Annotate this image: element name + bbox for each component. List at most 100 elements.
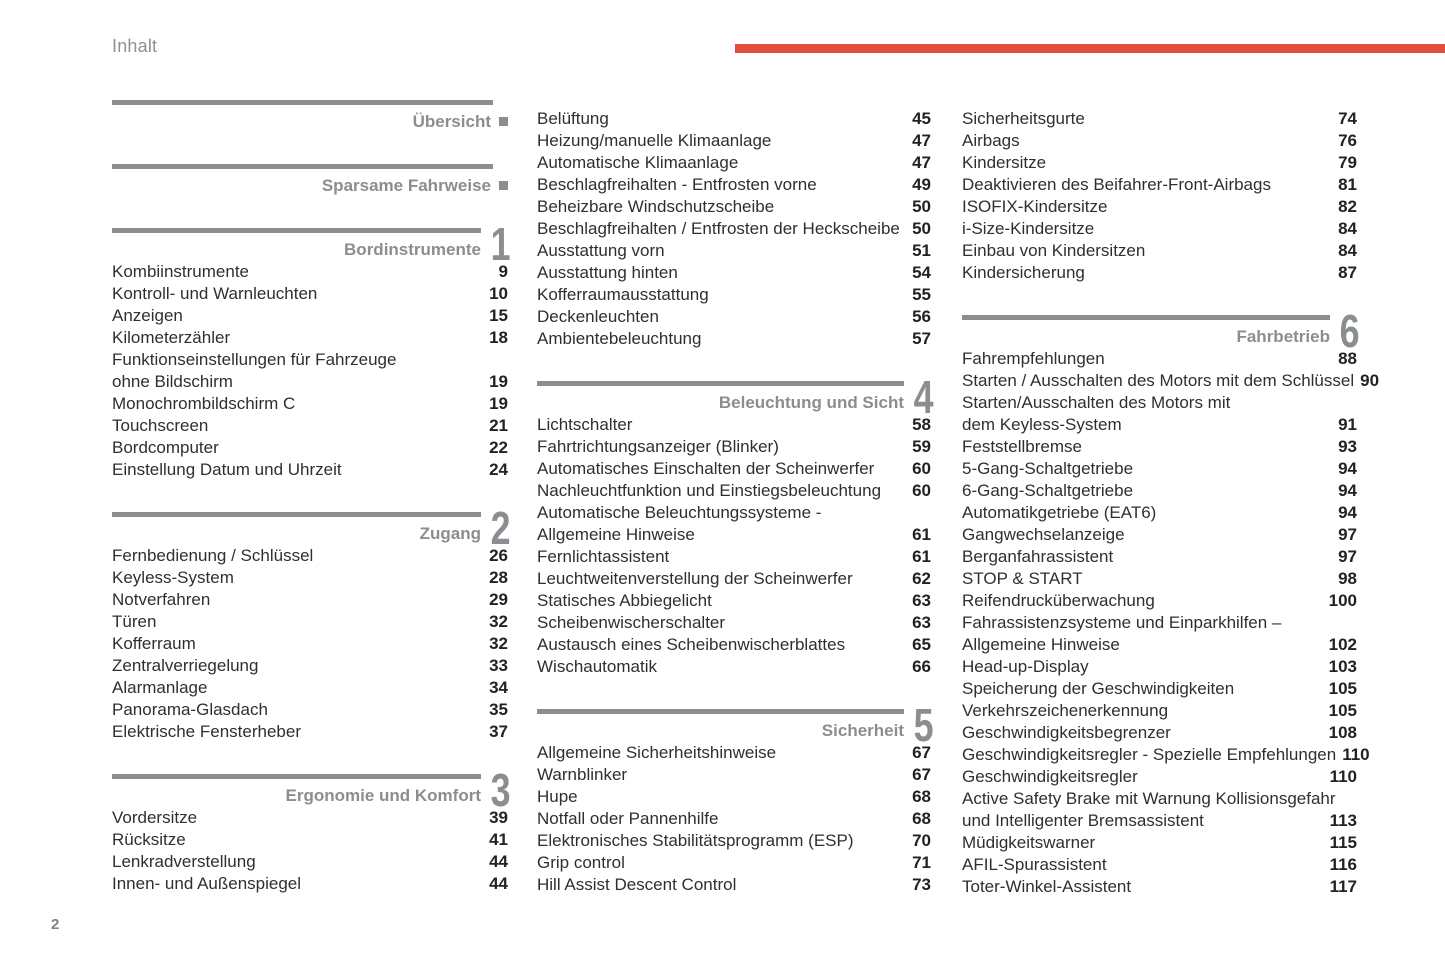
- toc-entry-label: Berganfahrassistent: [962, 547, 1114, 566]
- toc-entry-label: Elektrische Fensterheber: [112, 722, 301, 741]
- toc-entry: Funktionseinstellungen für Fahrzeuge: [112, 349, 508, 371]
- toc-entry: Verkehrszeichenerkennung 105: [962, 700, 1357, 722]
- toc-entry-label: Head-up-Display: [962, 657, 1089, 676]
- toc-entry: Deaktivieren des Beifahrer-Front-Airbags…: [962, 174, 1357, 196]
- section-title: Bordinstrumente: [344, 240, 481, 259]
- toc-entry-label: Lenkradverstellung: [112, 852, 256, 871]
- toc-entry-label: Belüftung: [537, 109, 609, 128]
- toc-entry-label: Ausstattung vorn: [537, 241, 665, 260]
- toc-entry: Wischautomatik 66: [537, 656, 931, 678]
- section-header: Sparsame Fahrweise: [112, 164, 508, 197]
- section-number: 5: [914, 699, 934, 751]
- section-divider-bar: [112, 164, 493, 169]
- toc-section: Bordinstrumente 1 Kombiinstrumente 9 Kontrol…: [112, 221, 511, 481]
- toc-entry: Allgemeine Sicherheitshinweise 67: [537, 742, 931, 764]
- toc-entry-label: Austausch eines Scheibenwischerblattes: [537, 635, 846, 654]
- toc-entry: Lichtschalter 58: [537, 414, 931, 436]
- toc-entry: Kilometerzähler 18: [112, 327, 508, 349]
- toc-entry-label: Leuchtweitenverstellung der Scheinwerfer: [537, 569, 853, 588]
- toc-entry-label: Notverfahren: [112, 590, 211, 609]
- toc-entry-label: Grip control: [537, 853, 625, 872]
- toc-entry: Austausch eines Scheibenwischerblattes 65: [537, 634, 931, 656]
- toc-entry-label: i-Size-Kindersitze: [962, 219, 1095, 238]
- toc-entry: Deckenleuchten 56: [537, 306, 931, 328]
- toc-entry-page: 73: [912, 875, 931, 894]
- toc-entry-label: Panorama-Glasdach: [112, 700, 268, 719]
- toc-entry-page: 113: [1329, 811, 1357, 830]
- toc-entry-page: 68: [912, 787, 931, 806]
- section-divider-bar: [112, 512, 481, 517]
- toc-entry-label: Deckenleuchten: [537, 307, 659, 326]
- toc-column-2: Belüftung 45 Heizung/manuelle Klimaanlage 4…: [537, 0, 934, 927]
- toc-entry-label: Vordersitze: [112, 808, 198, 827]
- toc-entry: Fahrtrichtungsanzeiger (Blinker) 59: [537, 436, 931, 458]
- toc-entry: ISOFIX-Kindersitze 82: [962, 196, 1357, 218]
- toc-entry-page: 19: [489, 394, 508, 413]
- toc-entry-page: 22: [489, 438, 508, 457]
- toc-entry-label: dem Keyless-System: [962, 415, 1122, 434]
- toc-entry-label: Warnblinker: [537, 765, 628, 784]
- section-header: Übersicht: [112, 100, 508, 133]
- toc-entry: i-Size-Kindersitze 84: [962, 218, 1357, 240]
- toc-column-3: Sicherheitsgurte 74 Airbags 76 Kindersitze 79…: [962, 0, 1379, 929]
- toc-entry: Beschlagfreihalten - Entfrosten vorne 49: [537, 174, 931, 196]
- toc-section: Beleuchtung und Sicht 4 Lichtschalter 58 Fah…: [537, 374, 934, 678]
- toc-entry-label: Beschlagfreihalten / Entfrosten der Heck…: [537, 219, 900, 238]
- toc-entry-label: Hill Assist Descent Control: [537, 875, 737, 894]
- toc-entry-page: 105: [1328, 679, 1357, 698]
- toc-entry-label: Kombiinstrumente: [112, 262, 250, 281]
- toc-entry: Ausstattung hinten 54: [537, 262, 931, 284]
- toc-entry-page: 29: [489, 590, 508, 609]
- section-title: Sicherheit: [821, 721, 904, 740]
- toc-entry-page: 10: [489, 284, 508, 303]
- toc-section: Zugang 2 Fernbedienung / Schlüssel 26 Keyles…: [112, 505, 511, 743]
- toc-entry-label: Alarmanlage: [112, 678, 208, 697]
- toc-entry-label: Anzeigen: [112, 306, 183, 325]
- toc-entry-label: Müdigkeitswarner: [962, 833, 1096, 852]
- toc-entry-page: 67: [912, 743, 931, 762]
- toc-entry-page: 71: [912, 853, 931, 872]
- toc-entry-page: 67: [912, 765, 931, 784]
- toc-entry-label: Automatikgetriebe (EAT6): [962, 503, 1157, 522]
- toc-entry: Ambientebeleuchtung 57: [537, 328, 931, 350]
- toc-entry-label: Active Safety Brake mit Warnung Kollisio…: [962, 789, 1336, 808]
- toc-entry: Heizung/manuelle Klimaanlage 47: [537, 130, 931, 152]
- toc-entry: Warnblinker 67: [537, 764, 931, 786]
- toc-entry-label: Kilometerzähler: [112, 328, 231, 347]
- toc-entry-label: ISOFIX-Kindersitze: [962, 197, 1108, 216]
- toc-section: Sicherheit 5 Allgemeine Sicherheitshinweis…: [537, 702, 934, 896]
- toc-entry-page: 35: [489, 700, 508, 719]
- toc-entry: Allgemeine Hinweise 61: [537, 524, 931, 546]
- toc-entry: Kofferraumausstattung 55: [537, 284, 931, 306]
- toc-entry-label: Feststellbremse: [962, 437, 1082, 456]
- page-title: Inhalt: [112, 36, 158, 56]
- toc-entry: Geschwindigkeitsregler - Spezielle Empfe…: [962, 744, 1370, 766]
- toc-entry-page: 47: [912, 131, 931, 150]
- toc-entry-label: Beheizbare Windschutzscheibe: [537, 197, 775, 216]
- toc-entry-page: 28: [489, 568, 508, 587]
- toc-entry-page: 84: [1338, 241, 1357, 260]
- toc-entry-page: 61: [912, 547, 931, 566]
- toc-entry-label: Verkehrszeichenerkennung: [962, 701, 1169, 720]
- toc-entry-page: 19: [489, 372, 508, 391]
- toc-entry: Allgemeine Hinweise 102: [962, 634, 1357, 656]
- toc-entry-page: 60: [912, 459, 931, 478]
- toc-entry: Fahrassistenzsysteme und Einparkhilfen –: [962, 612, 1357, 634]
- toc-section: Sicherheitsgurte 74 Airbags 76 Kindersitze 79…: [962, 108, 1357, 284]
- toc-entry-page: 18: [489, 328, 508, 347]
- toc-entry: Belüftung 45: [537, 108, 931, 130]
- toc-entry: Bordcomputer 22: [112, 437, 508, 459]
- toc-entry-page: 21: [489, 416, 508, 435]
- toc-entry: Panorama-Glasdach 35: [112, 699, 508, 721]
- toc-entry-page: 82: [1338, 197, 1357, 216]
- toc-entry-label: Geschwindigkeitsregler: [962, 767, 1138, 786]
- toc-entry-label: 5-Gang-Schaltgetriebe: [962, 459, 1134, 478]
- toc-entry-label: Türen: [112, 612, 157, 631]
- toc-entry-page: 60: [912, 481, 931, 500]
- toc-entry-label: Reifendrucküberwachung: [962, 591, 1155, 610]
- section-divider-bar: [537, 709, 904, 714]
- toc-entry-page: 94: [1338, 459, 1357, 478]
- toc-entry-label: Allgemeine Hinweise: [537, 525, 695, 544]
- section-header: Ergonomie und Komfort 3: [112, 767, 511, 813]
- toc-entry-page: 45: [912, 109, 931, 128]
